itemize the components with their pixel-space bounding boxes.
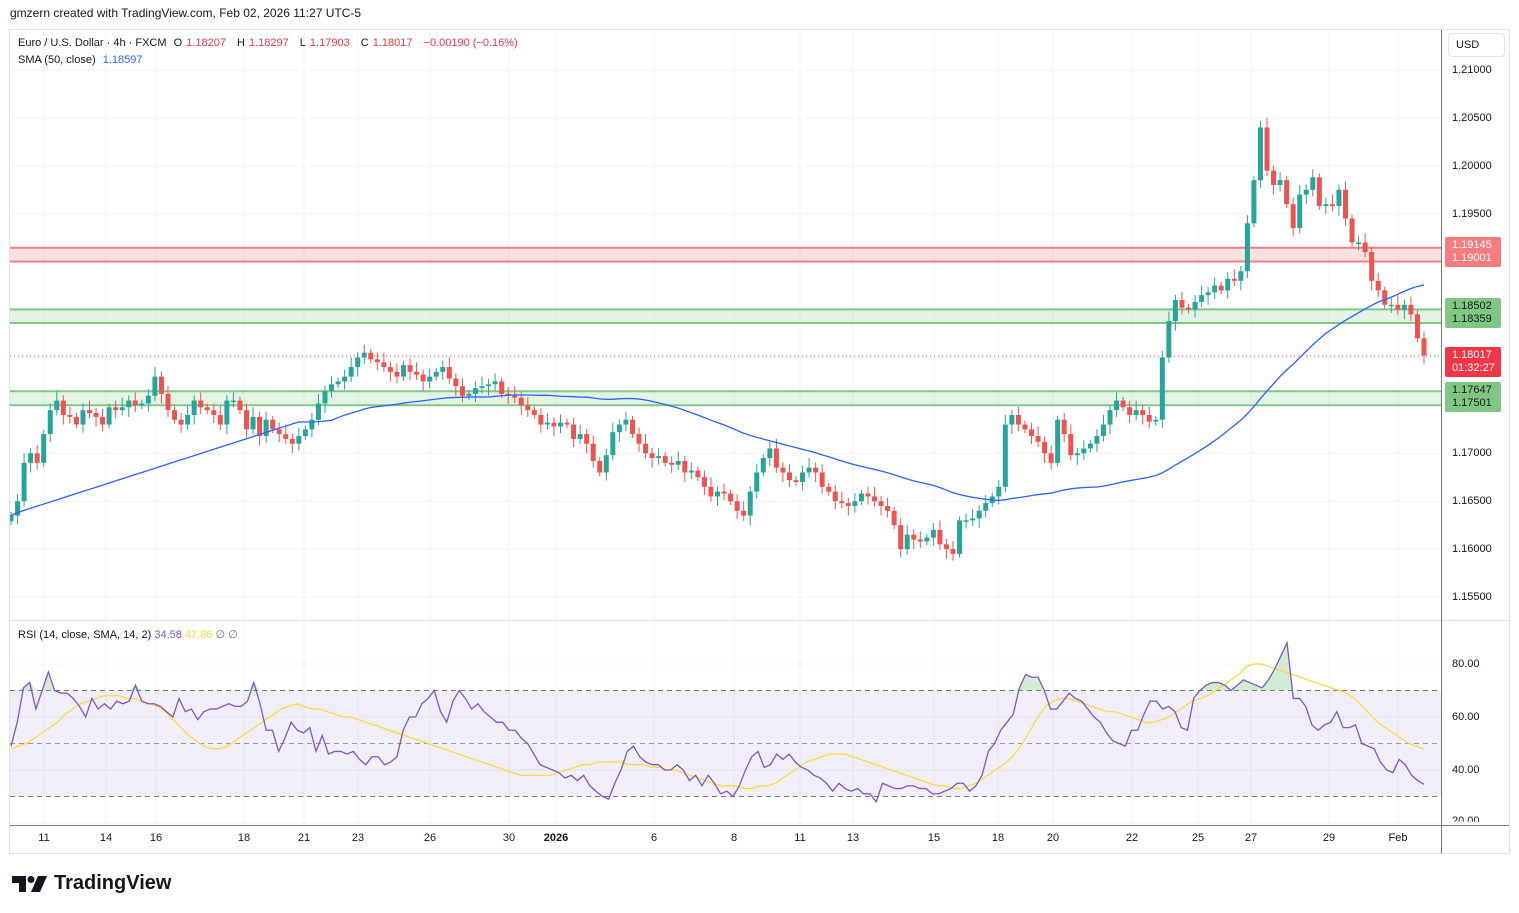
time-axis-label: 27	[1244, 832, 1258, 844]
rsi-extra-1: ∅	[215, 629, 226, 641]
time-axis-label: 30	[502, 832, 516, 844]
bar-countdown-label: 01:32:27	[1452, 362, 1495, 374]
price-pane[interactable]	[10, 30, 1441, 620]
price-tick: 1.20000	[1452, 160, 1492, 172]
main-legend: Euro / U.S. Dollar · 4h · FXCM O 1.18207 …	[18, 35, 522, 69]
support-zone-2-labels: 1.17647 1.17501	[1445, 382, 1501, 412]
time-axis-label: Feb	[1388, 832, 1408, 844]
rsi-legend[interactable]: RSI (14, close, SMA, 14, 2) 34.58 47.86 …	[18, 628, 238, 641]
time-axis-label: 26	[423, 832, 437, 844]
price-tick: 1.21000	[1452, 64, 1492, 76]
support-2-bottom-label: 1.17501	[1452, 397, 1492, 409]
time-axis-label: 25	[1191, 832, 1205, 844]
symbol-title[interactable]: Euro / U.S. Dollar · 4h · FXCM	[18, 37, 167, 49]
time-axis-label: 29	[1322, 832, 1336, 844]
time-axis-label: 20	[1046, 832, 1060, 844]
time-axis[interactable]	[10, 825, 1441, 853]
rsi-tick: 20.00	[1452, 815, 1480, 827]
time-axis-label: 2026	[543, 832, 569, 844]
price-tick: 1.16000	[1452, 543, 1492, 555]
close-value: 1.18017	[372, 37, 413, 49]
time-axis-label: 11	[38, 832, 50, 844]
time-axis-label: 15	[927, 832, 941, 844]
time-axis-label: 21	[297, 832, 311, 844]
support-1-bottom-label: 1.18359	[1452, 313, 1492, 325]
tradingview-logo-icon	[12, 875, 47, 892]
rsi-tick: 80.00	[1452, 658, 1480, 670]
rsi-tick: 60.00	[1452, 711, 1480, 723]
rsi-chart[interactable]	[10, 621, 1441, 825]
time-axis-label: 18	[991, 832, 1005, 844]
time-axis-label: 14	[99, 832, 113, 844]
chart-credit: gmzern created with TradingView.com, Feb…	[10, 6, 362, 20]
pane-separator[interactable]	[10, 620, 1509, 621]
high-value: 1.18297	[248, 37, 289, 49]
sma-legend-row[interactable]: SMA (50, close) 1.18597	[18, 52, 522, 69]
time-axis-label: 8	[730, 832, 738, 844]
price-tick: 1.19500	[1452, 208, 1492, 220]
price-tick: 1.15500	[1452, 591, 1492, 603]
time-axis-label: 22	[1125, 832, 1139, 844]
support-zone-1-labels: 1.18502 1.18359	[1445, 298, 1501, 328]
time-axis-label: 6	[650, 832, 658, 844]
price-tick: 1.16500	[1452, 495, 1492, 507]
brand-name: TradingView	[54, 872, 172, 894]
price-axis[interactable]	[1441, 30, 1509, 825]
resistance-zone-labels: 1.19145 1.19001	[1445, 237, 1501, 267]
price-tick: 1.20500	[1452, 112, 1492, 124]
rsi-value: 34.58	[154, 629, 182, 641]
last-price-label: 1.18017	[1452, 349, 1492, 361]
resistance-bottom-label: 1.19001	[1452, 252, 1492, 264]
currency-button[interactable]: USD	[1448, 33, 1505, 57]
resistance-top-label: 1.19145	[1452, 239, 1492, 251]
sma-value: 1.18597	[102, 54, 143, 66]
axis-corner	[1441, 825, 1509, 853]
time-axis-label: 18	[237, 832, 251, 844]
rsi-extra-2: ∅	[228, 629, 238, 641]
time-axis-label: 11	[794, 832, 806, 844]
time-axis-label: 16	[149, 832, 163, 844]
sma-label[interactable]: SMA (50, close)	[18, 54, 96, 66]
last-price-badge: 1.18017 01:32:27	[1445, 347, 1501, 377]
low-value: 1.17903	[309, 37, 350, 49]
open-value: 1.18207	[186, 37, 226, 49]
time-axis-label: 13	[846, 832, 860, 844]
rsi-pane[interactable]	[10, 621, 1441, 825]
candlestick-chart[interactable]	[10, 30, 1441, 620]
rsi-ma-value: 47.86	[184, 629, 213, 641]
change-value: −0.00190 (−0.16%)	[423, 37, 518, 49]
rsi-label[interactable]: RSI (14, close, SMA, 14, 2)	[18, 629, 152, 641]
support-2-top-label: 1.17647	[1452, 384, 1492, 396]
symbol-legend-row[interactable]: Euro / U.S. Dollar · 4h · FXCM O 1.18207 …	[18, 37, 518, 49]
price-tick: 1.17000	[1452, 447, 1492, 459]
tradingview-logo[interactable]: TradingView	[12, 872, 171, 895]
rsi-tick: 40.00	[1452, 764, 1480, 776]
support-1-top-label: 1.18502	[1452, 300, 1492, 312]
time-axis-label: 23	[351, 832, 365, 844]
